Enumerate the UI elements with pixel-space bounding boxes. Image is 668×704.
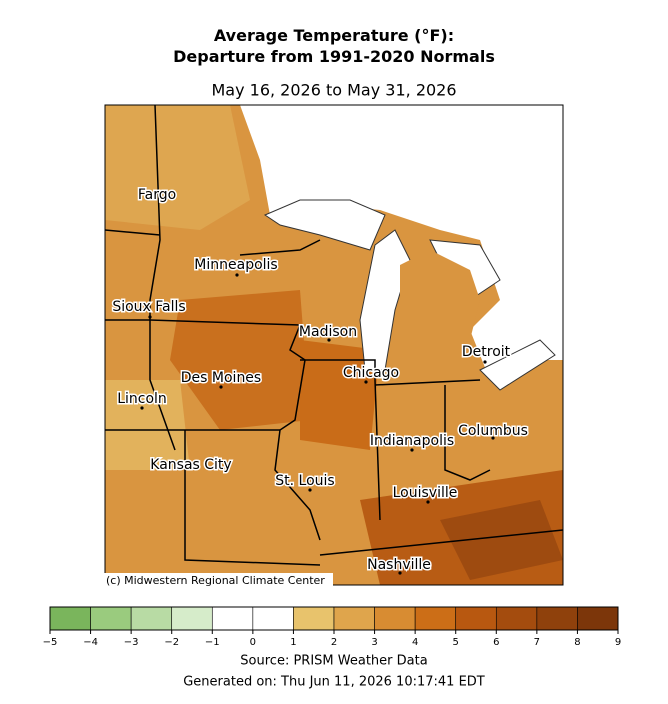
colorbar-bin <box>49 606 91 631</box>
colorbar-tick-label: 1 <box>290 637 296 648</box>
colorbar-tick-label: 6 <box>493 637 499 648</box>
city-label: Lincoln <box>117 391 167 407</box>
colorbar-tick-label: 2 <box>331 637 337 648</box>
city-label: Nashville <box>367 557 431 573</box>
colorbar-tick-label: −4 <box>83 637 98 648</box>
city-labels: Fargo Minneapolis Sioux Falls Madison Detroi… <box>111 186 529 575</box>
credit: (c) Midwestern Regional Climate Center <box>106 574 325 587</box>
city-dot <box>483 360 487 364</box>
subtitle: May 16, 2026 to May 31, 2026 <box>211 81 456 100</box>
city-label: Madison <box>299 324 357 340</box>
colorbar-bin <box>211 606 254 631</box>
generated: Generated on: Thu Jun 11, 2026 10:17:41 … <box>183 675 485 690</box>
colorbar-bin <box>455 606 497 631</box>
colorbar-tick-label: 9 <box>615 637 621 648</box>
colorbar-tick-label: 4 <box>412 637 418 648</box>
city-dot <box>327 338 331 342</box>
colorbar-bin <box>252 606 294 631</box>
city-label: Minneapolis <box>194 257 277 273</box>
city-label: Fargo <box>138 187 176 203</box>
colorbar-bin <box>90 606 132 631</box>
city-label: Columbus <box>458 423 528 439</box>
city-label: Des Moines <box>181 370 261 386</box>
colorbar-bin <box>536 606 578 631</box>
colorbar-bin <box>171 606 213 631</box>
colorbar-tick-label: −5 <box>43 637 58 648</box>
colorbar-bin <box>333 606 375 631</box>
colorbar-tick-label: 3 <box>371 637 377 648</box>
city-dot <box>398 571 402 575</box>
city-label: St. Louis <box>275 473 334 489</box>
city-label: Detroit <box>462 344 511 360</box>
city-dot <box>491 436 495 440</box>
colorbar-tick-label: −3 <box>124 637 139 648</box>
colorbar-tick-label: 5 <box>453 637 459 648</box>
city-dot <box>410 448 414 452</box>
colorbar: −5 −4 −3 −2 −1 0 1 2 3 4 5 6 7 8 9 <box>43 606 621 648</box>
colorbar-bin <box>577 606 619 631</box>
source: Source: PRISM Weather Data <box>240 654 427 669</box>
colorbar-bin <box>293 606 335 631</box>
city-label: Kansas City <box>150 457 231 473</box>
city-dot <box>148 315 152 319</box>
colorbar-bin <box>414 606 457 631</box>
credit-background <box>103 573 333 587</box>
colorbar-tick-label: 7 <box>534 637 540 648</box>
city-label: Louisville <box>393 485 458 501</box>
city-label: Indianapolis <box>370 433 454 449</box>
colorbar-frame <box>49 606 619 631</box>
colorbar-tick-label: 0 <box>250 637 256 648</box>
colorbar-tick-label: −2 <box>164 637 179 648</box>
city-dot <box>140 406 144 410</box>
colorbar-bin <box>374 606 416 631</box>
colorbar-bin <box>130 606 173 631</box>
city-dot <box>426 500 430 504</box>
city-label: Chicago <box>343 365 399 381</box>
city-dot <box>235 273 239 277</box>
city-dot <box>308 488 312 492</box>
colorbar-tick-label: −1 <box>205 637 220 648</box>
city-label: Sioux Falls <box>112 299 185 315</box>
map <box>104 104 564 586</box>
title: Average Temperature (°F): Departure from … <box>173 26 495 66</box>
colorbar-bin <box>495 606 538 631</box>
city-dot <box>219 385 223 389</box>
city-dot <box>364 380 368 384</box>
colorbar-tick-label: 8 <box>574 637 580 648</box>
